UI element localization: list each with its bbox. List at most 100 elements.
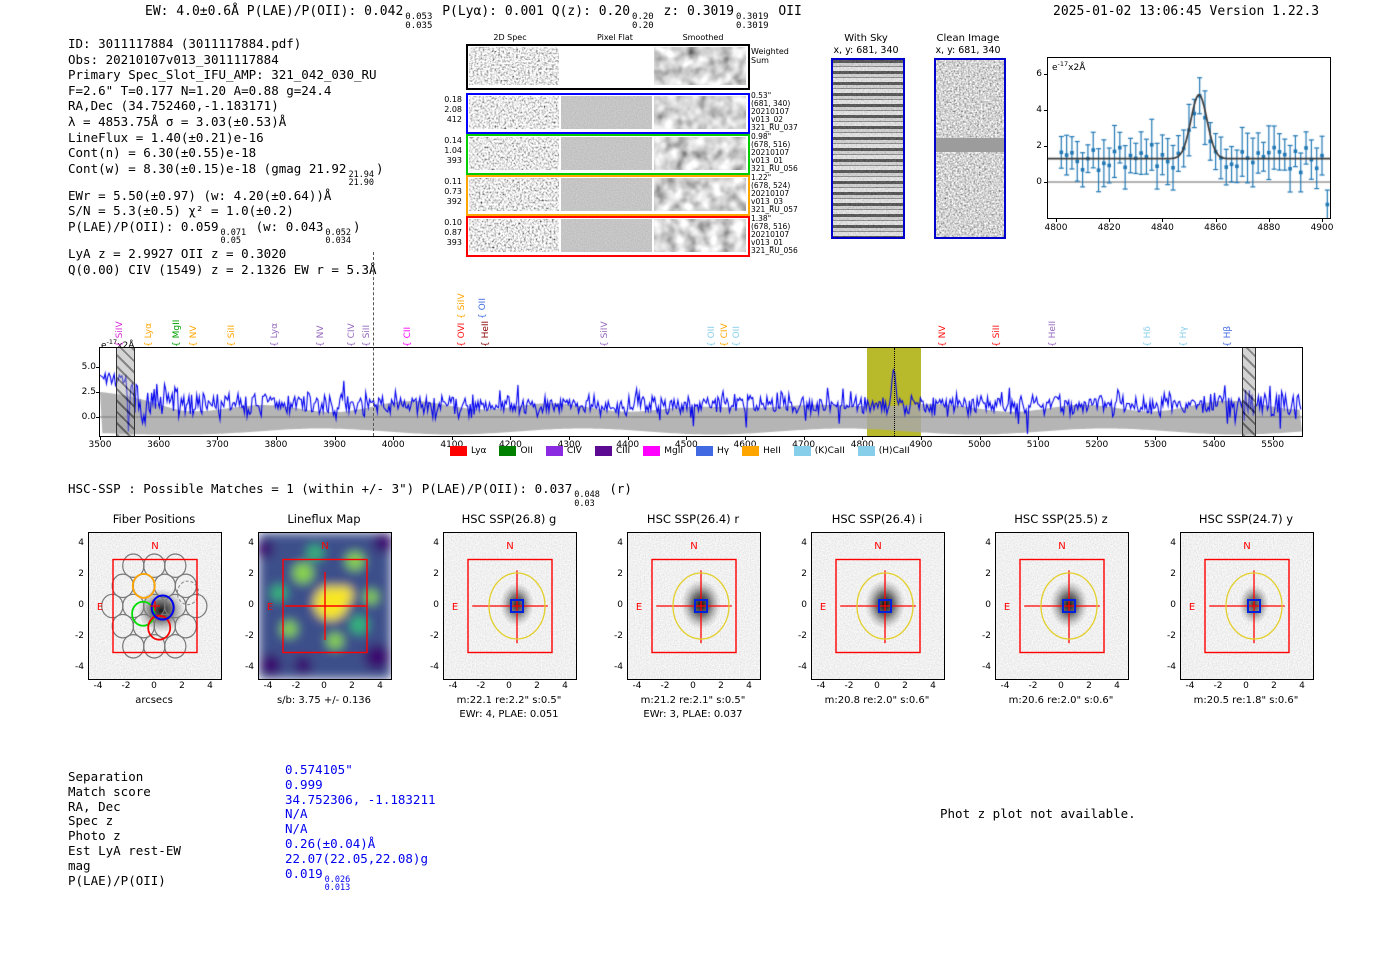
fiber-row-meta: 0.53" (681, 340) 20210107 v013_02 321_RU… (751, 91, 798, 132)
y-tick-label: 0 (617, 600, 623, 610)
text-segment: (w: 0.043 (248, 218, 324, 234)
fiber-2d-row (466, 134, 750, 175)
cutout-sub1: arcsecs (135, 695, 173, 706)
text-segment: 34.752306, -1.183211 (285, 791, 436, 807)
x-tick-label: 5500 (1261, 440, 1285, 450)
y-tick-label: 0 (248, 600, 254, 610)
x-tick-label: 4900 (909, 440, 933, 450)
x-tick-label: 2 (349, 681, 355, 691)
fiber-row-weights: 0.11 0.73 392 (444, 177, 462, 206)
y-tick-label: 0 (1036, 177, 1042, 188)
legend-item: Lyα (450, 446, 486, 456)
svg-text:N: N (151, 541, 158, 552)
svg-text:N: N (321, 541, 328, 552)
match-row-label: Match score (68, 783, 151, 799)
legend-item: OII (499, 446, 533, 456)
text-segment: LineFlux = 1.40(±0.21)e-16 (68, 129, 264, 145)
fiber-row-weights: 0.10 0.87 393 (444, 218, 462, 247)
version-label: Version 1.22.3 (1209, 4, 1320, 19)
line-annotation: { SiIV (599, 321, 610, 347)
info-line: ID: 3011117884 (3011117884.pdf) (68, 36, 384, 52)
x-tick-label: -2 (121, 681, 131, 691)
y-tick-label: -2 (75, 631, 84, 641)
y-tick-label: 2 (248, 569, 254, 579)
x-tick-label: 2 (1086, 681, 1092, 691)
text-segment: HSC-SSP : Possible Matches = 1 (within +… (68, 481, 573, 496)
x-tick-label: 0 (321, 681, 327, 691)
y-tick-label: 2 (617, 569, 623, 579)
x-tick-label: -4 (1000, 681, 1010, 691)
match-row-label: Separation (68, 769, 144, 784)
text-segment: ) (352, 218, 361, 234)
y-tick-label: -4 (245, 662, 254, 672)
y-tick-label: -2 (245, 631, 254, 641)
x-tick-label: 4100 (440, 440, 464, 450)
x-tick-label: 4 (1114, 681, 1120, 691)
svg-text:N: N (506, 541, 513, 552)
info-line: LyA z = 2.9927 OII z = 0.3020 (68, 246, 384, 262)
fiber-2d-row (466, 93, 750, 134)
fiber-row-meta: 0.98" (678, 516) 20210107 v013_01 321_RU… (751, 132, 798, 173)
summary-header: EW: 4.0±0.6Å P(LAE)/P(OII): 0.042 0.053 0.… (145, 3, 802, 31)
x-tick-label: 3700 (205, 440, 229, 450)
text-segment: S/N = 5.3(±0.5) χ² = 1.0(±0.2) (68, 203, 294, 219)
fiber-2d-row (466, 175, 750, 216)
flux-unit-label: e-17x2Å (1052, 60, 1086, 73)
cutout-panel-title: HSC SSP(26.4) i (831, 512, 923, 526)
spectrum-legend: Lyα OII CIV CIII MgII Hγ HeII (K)CaII (H)CaII (450, 446, 910, 456)
x-tick-label: 5200 (1085, 440, 1109, 450)
line-annotation: { OII (732, 326, 743, 347)
x-tick-label: 2 (902, 681, 908, 691)
x-tick-label: 5100 (1026, 440, 1050, 450)
weighted-sum-label: Weighted Sum (751, 47, 789, 65)
x-tick-label: -4 (1185, 681, 1195, 691)
fiber-2d-row (466, 216, 750, 257)
stacked-value: 0.3019 0.3019 (736, 12, 769, 31)
legend-swatch (643, 446, 661, 456)
detection-info-panel: ID: 3011117884 (3011117884.pdf) Obs: 2021… (68, 36, 384, 277)
x-tick-label: 4900 (1310, 223, 1334, 233)
line-annotation: { HeII (1048, 320, 1059, 347)
legend-item: (H)CaII (857, 446, 910, 456)
x-tick-label: 0 (151, 681, 157, 691)
fiber-row-weights: 0.14 1.04 393 (444, 136, 462, 165)
cutout-title: Clean Image (936, 33, 1000, 44)
info-line: Obs: 20210107v013_3011117884 (68, 52, 384, 68)
x-tick-label: 5300 (1143, 440, 1167, 450)
legend-swatch (696, 446, 714, 456)
match-row-label: Est LyA rest-EW (68, 842, 181, 858)
y-tick-label: -4 (614, 662, 623, 672)
stacked-value: 0.053 0.035 (405, 12, 433, 31)
x-tick-label: 4800 (850, 440, 874, 450)
y-tick-label: 4 (248, 538, 254, 548)
y-tick-label: 2 (985, 569, 991, 579)
y-tick-label: -4 (798, 662, 807, 672)
x-tick-label: 3900 (323, 440, 346, 450)
match-row-value: 0.999 (285, 777, 436, 793)
text-segment: 0.574105" (285, 762, 353, 777)
line-annotation: { SiII (992, 324, 1003, 347)
line-annotation: { NV (938, 325, 949, 347)
text-segment: Q(0.00) CIV (1549) z = 2.1326 EW r = 5.3… (68, 261, 377, 277)
x-tick-label: -4 (632, 681, 642, 691)
line-annotation: { Hδ (1143, 326, 1154, 347)
x-tick-label: 4 (377, 681, 383, 691)
match-row-label: RA, Dec (68, 798, 121, 814)
match-row-value: 0.574105" (285, 762, 436, 778)
full-spectrum-canvas (99, 347, 1303, 437)
cutout-panel-title: HSC SSP(25.5) z (1014, 512, 1108, 526)
stacked-value: 0.052 0.034 (325, 227, 351, 247)
x-tick-label: 5000 (968, 440, 991, 450)
match-row-value: N/A (285, 821, 436, 837)
fiber-row-meta: 1.38" (678, 516) 20210107 v013_01 321_RU… (751, 214, 798, 255)
svg-text:N: N (690, 541, 697, 552)
match-row-value: 0.019 0.026 0.013 (285, 866, 436, 893)
stacked-value: 0.20 0.20 (632, 12, 654, 31)
svg-text:E: E (1189, 602, 1195, 613)
text-segment: OII (770, 4, 802, 19)
x-tick-label: 4 (1299, 681, 1305, 691)
line-annotation: { Hβ (1222, 325, 1233, 347)
